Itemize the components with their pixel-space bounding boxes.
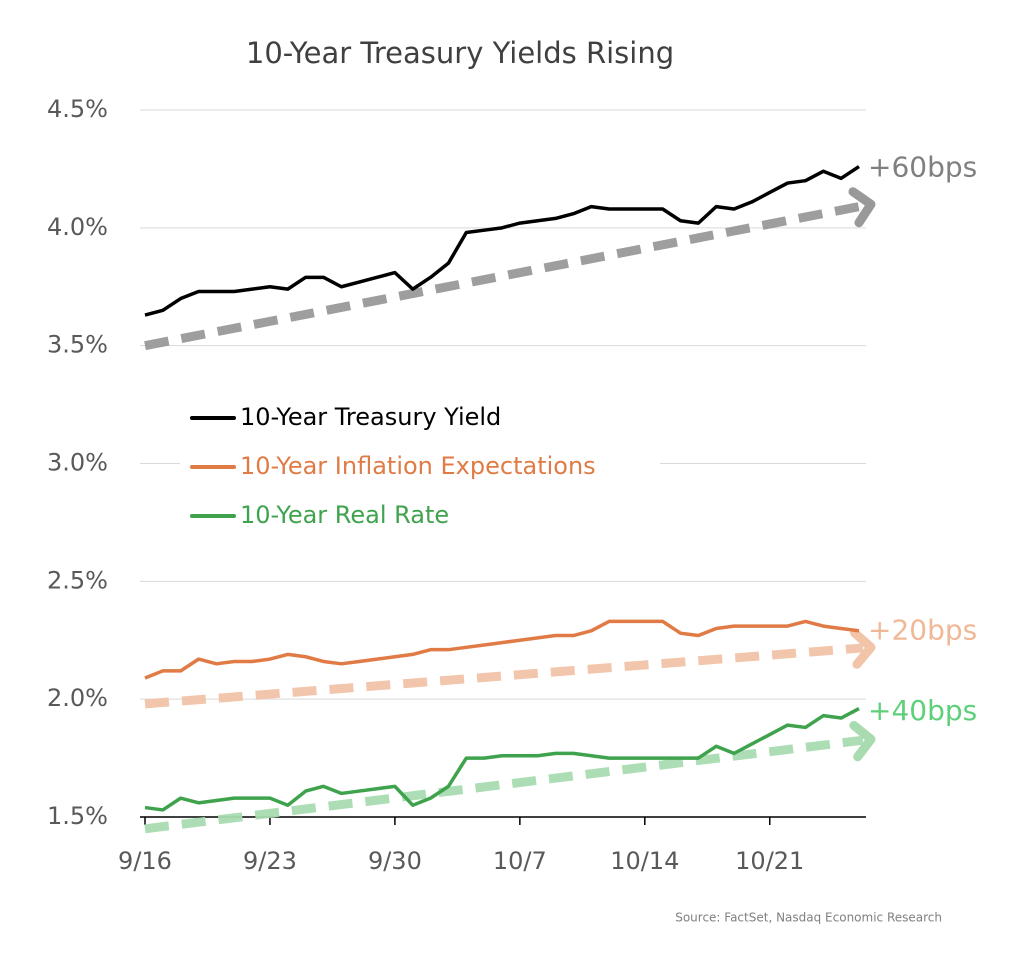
chart-title: 10-Year Treasury Yields Rising [246, 36, 674, 70]
y-tick-label: 4.0% [47, 213, 108, 241]
x-tick-label: 9/16 [118, 847, 172, 875]
y-tick-label: 3.5% [47, 331, 108, 359]
series-line [144, 619, 860, 680]
legend-background [180, 395, 660, 540]
y-tick-label: 3.0% [47, 449, 108, 477]
trend-arrow [144, 628, 876, 709]
x-tick-label: 10/7 [493, 847, 547, 875]
trend-label: +20bps [868, 613, 977, 646]
legend: 10-Year Treasury Yield 10-Year Inflation … [180, 395, 660, 540]
trend-label: +60bps [868, 150, 977, 183]
trend-arrow [144, 187, 876, 351]
series-line [144, 707, 860, 812]
x-tick-label: 10/14 [610, 847, 679, 875]
source-note: Source: FactSet, Nasdaq Economic Researc… [675, 911, 942, 925]
trend-arrow-head [849, 628, 876, 669]
trend-label: +40bps [868, 694, 977, 727]
y-tick-label: 4.5% [47, 95, 108, 123]
y-tick-label: 2.5% [47, 566, 108, 594]
trend-arrow-head [848, 187, 876, 228]
x-tick-label: 9/30 [368, 847, 422, 875]
x-tick-label: 9/23 [243, 847, 297, 875]
x-tick-label: 10/21 [735, 847, 804, 875]
legend-label: 10-Year Inflation Expectations [240, 452, 596, 480]
legend-label: 10-Year Treasury Yield [240, 403, 501, 431]
y-tick-label: 1.5% [47, 802, 108, 830]
legend-label: 10-Year Real Rate [240, 501, 449, 529]
trend-arrow [144, 720, 876, 834]
trend-line [144, 201, 864, 351]
trend-line [144, 643, 864, 709]
y-tick-label: 2.0% [47, 684, 108, 712]
trend-arrow-head [849, 720, 876, 762]
trend-line [144, 735, 864, 834]
series-line [144, 165, 860, 317]
